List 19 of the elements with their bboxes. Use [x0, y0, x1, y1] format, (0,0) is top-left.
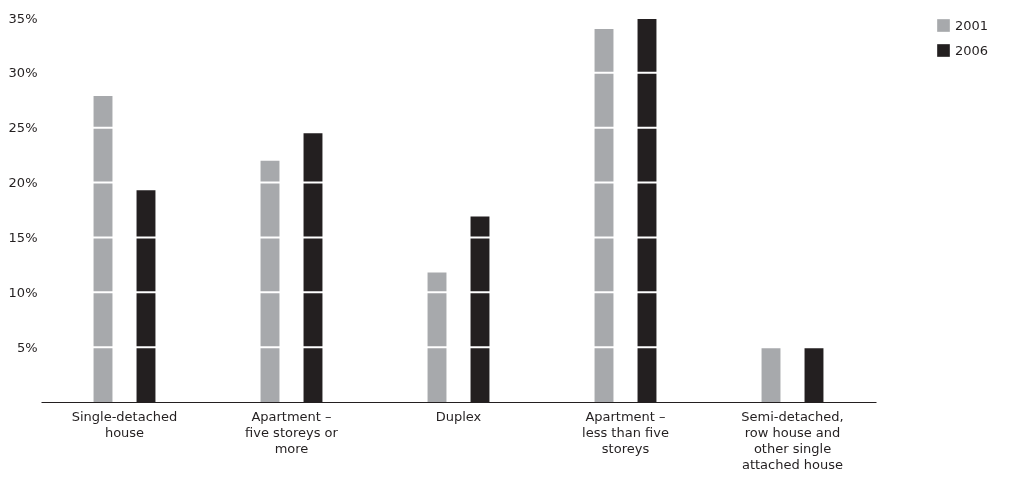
- bar: [761, 347, 781, 402]
- x-tick-label: Apartment – five storeys or more: [245, 408, 339, 456]
- bar: [93, 95, 113, 402]
- x-tick-label: Semi-detached, row house and other single attached house: [741, 408, 844, 472]
- y-tick-label: 5%: [16, 339, 38, 355]
- y-tick-label: 10%: [8, 284, 38, 300]
- y-tick-label: 15%: [8, 229, 38, 245]
- y-tick-label: 25%: [8, 120, 38, 136]
- y-tick-label: 35%: [8, 10, 38, 26]
- x-tick-label: Single-detached house: [71, 408, 178, 440]
- legend-label: 2001: [955, 17, 989, 33]
- bar: [427, 272, 447, 402]
- y-tick-label: 30%: [8, 65, 38, 81]
- bar: [594, 28, 614, 402]
- bar: [260, 160, 280, 402]
- legend-label: 2006: [955, 42, 989, 58]
- y-tick-label: 20%: [8, 175, 38, 191]
- x-tick-label: Duplex: [435, 408, 482, 424]
- x-tick-label: Apartment – less than five storeys: [582, 408, 669, 456]
